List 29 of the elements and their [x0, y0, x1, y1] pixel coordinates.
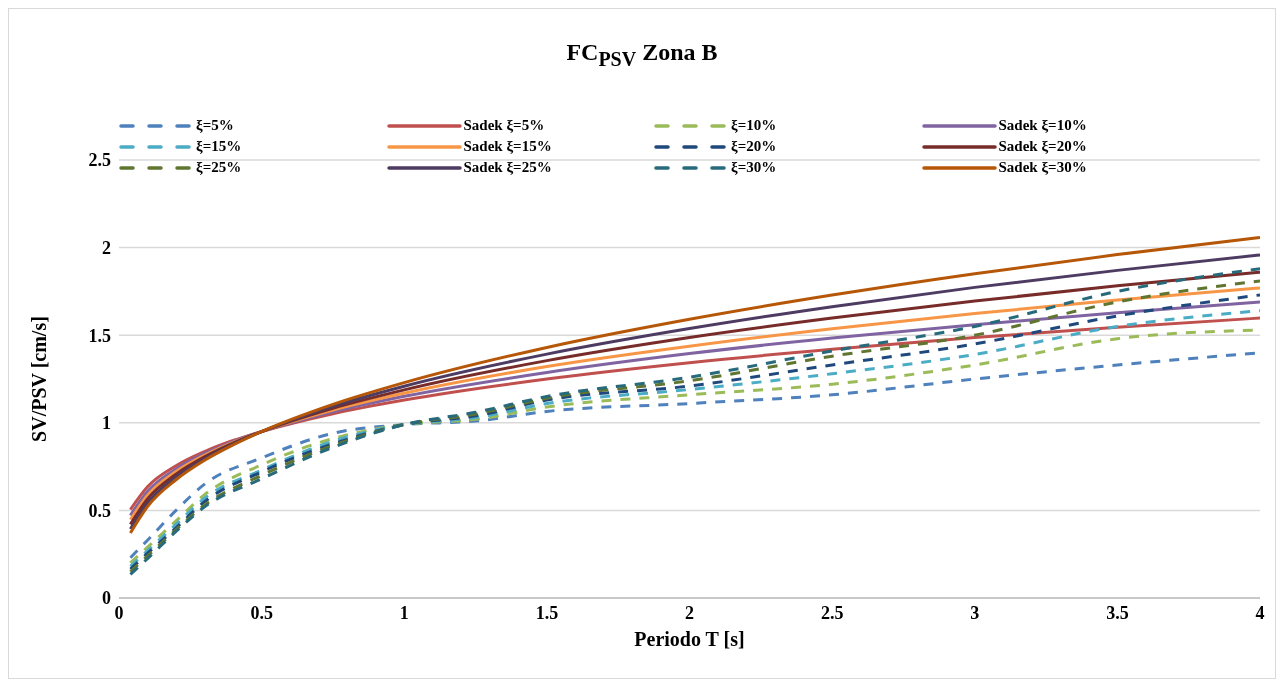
x-tick-label: 1	[399, 602, 409, 623]
legend-label: ξ=20%	[731, 138, 777, 155]
x-tick-label: 1.5	[535, 602, 559, 623]
y-tick-label: 0.5	[88, 500, 111, 521]
legend-label: ξ=25%	[196, 159, 242, 176]
y-tick-label: 2.5	[88, 150, 111, 171]
legend-label: Sadek ξ=15%	[463, 138, 552, 155]
x-tick-label: 3	[970, 602, 980, 623]
x-tick-label: 2.5	[820, 602, 844, 623]
chart-title: FC$_{PSV}$ Zona B	[565, 39, 719, 71]
x-axis-title: Periodo T [s]	[634, 628, 745, 650]
x-tick-label: 0.5	[250, 602, 273, 623]
x-tick-label: 4	[1255, 602, 1265, 623]
y-tick-label: 1.5	[88, 325, 111, 346]
x-tick-label: 2	[685, 602, 694, 623]
legend-label: ξ=15%	[196, 138, 242, 155]
y-tick-label: 1	[102, 413, 111, 434]
legend-label: ξ=10%	[731, 117, 777, 134]
legend-label: Sadek ξ=30%	[998, 159, 1087, 176]
legend-label: Sadek ξ=10%	[998, 117, 1087, 134]
y-tick-label: 2	[102, 237, 111, 258]
legend-label: ξ=5%	[196, 117, 234, 134]
legend-label: Sadek ξ=25%	[463, 159, 552, 176]
y-axis-title: SV/PSV [cm/s]	[28, 316, 51, 442]
legend-label: ξ=30%	[731, 159, 777, 176]
legend-label: Sadek ξ=20%	[998, 138, 1087, 155]
y-tick-label: 0	[102, 588, 111, 609]
legend-label: Sadek ξ=5%	[463, 117, 545, 134]
x-tick-label: 3.5	[1106, 602, 1129, 623]
